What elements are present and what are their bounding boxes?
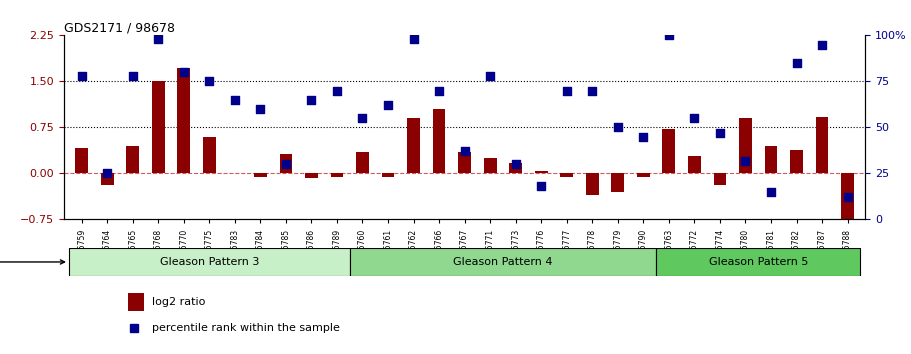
Point — [610, 125, 625, 130]
Point — [738, 158, 752, 164]
Point — [559, 88, 574, 93]
Bar — [484, 158, 496, 173]
Point — [406, 36, 421, 42]
Point — [304, 97, 319, 103]
Bar — [331, 173, 343, 177]
Point — [585, 88, 599, 93]
Point — [228, 97, 242, 103]
Bar — [128, 293, 144, 311]
Point — [763, 189, 778, 195]
Bar — [356, 152, 369, 173]
Point — [636, 134, 650, 139]
Bar — [841, 173, 854, 219]
Point — [508, 161, 523, 167]
Point — [814, 42, 829, 47]
Point — [712, 130, 727, 136]
Bar — [458, 152, 471, 173]
Point — [100, 171, 115, 176]
Point — [457, 149, 472, 154]
Bar — [688, 156, 701, 173]
Bar — [815, 117, 828, 173]
Bar — [76, 148, 88, 173]
Bar — [407, 118, 420, 173]
Bar — [764, 146, 777, 173]
Bar — [280, 154, 292, 173]
Point — [789, 60, 804, 66]
Point — [381, 103, 395, 108]
Bar — [254, 173, 267, 177]
Text: Gleason Pattern 5: Gleason Pattern 5 — [709, 257, 808, 267]
Point — [202, 79, 217, 84]
Point — [279, 161, 293, 167]
Bar — [535, 171, 548, 173]
Point — [534, 183, 548, 189]
Point — [151, 36, 166, 42]
Point — [840, 195, 855, 200]
Point — [126, 73, 140, 79]
Text: GDS2171 / 98678: GDS2171 / 98678 — [64, 21, 175, 34]
Bar — [178, 68, 190, 173]
FancyBboxPatch shape — [656, 248, 860, 276]
Bar — [739, 118, 752, 173]
Bar — [203, 137, 216, 173]
Point — [330, 88, 344, 93]
Text: percentile rank within the sample: percentile rank within the sample — [152, 323, 340, 333]
Point — [483, 73, 497, 79]
Bar — [127, 146, 139, 173]
Point — [687, 115, 701, 121]
Point — [253, 106, 268, 112]
Bar — [611, 173, 624, 192]
Bar — [560, 173, 573, 177]
Bar — [509, 163, 522, 173]
Point — [661, 33, 676, 38]
Point — [177, 69, 191, 75]
Bar — [382, 173, 394, 177]
Text: Gleason Pattern 3: Gleason Pattern 3 — [159, 257, 259, 267]
Point — [75, 73, 89, 79]
Text: disease state: disease state — [0, 257, 65, 267]
Text: log2 ratio: log2 ratio — [152, 297, 205, 307]
Bar — [101, 173, 114, 184]
Bar — [713, 173, 726, 184]
Point — [355, 115, 370, 121]
Bar — [662, 129, 675, 173]
Point — [432, 88, 446, 93]
Text: Gleason Pattern 4: Gleason Pattern 4 — [453, 257, 553, 267]
Bar — [152, 81, 165, 173]
FancyBboxPatch shape — [350, 248, 656, 276]
Bar — [305, 173, 318, 178]
Bar — [637, 173, 650, 177]
Bar — [586, 173, 599, 195]
FancyBboxPatch shape — [69, 248, 350, 276]
Bar — [433, 109, 445, 173]
Bar — [790, 150, 803, 173]
